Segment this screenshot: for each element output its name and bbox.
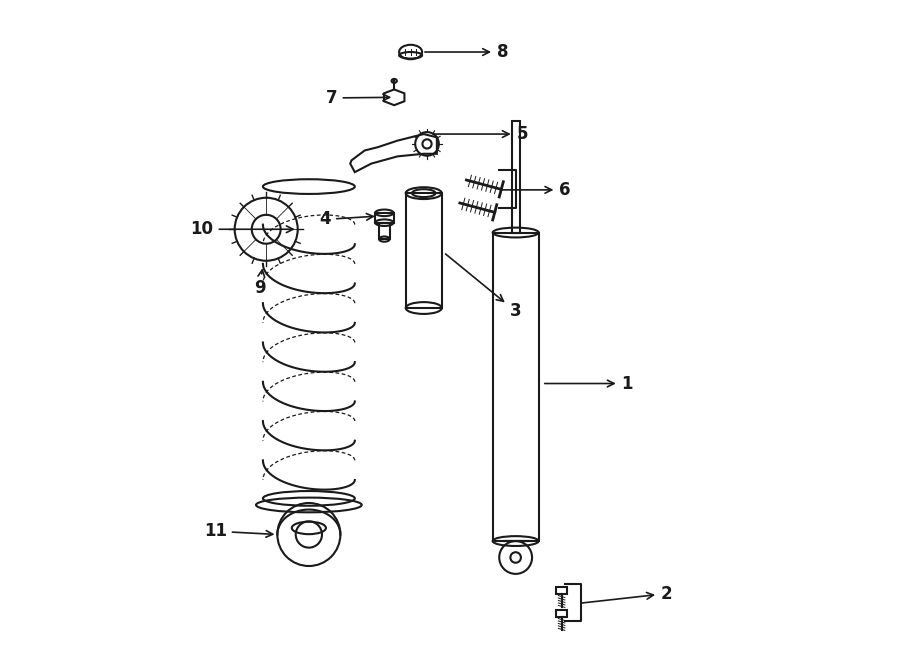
Text: 2: 2 xyxy=(580,585,672,603)
Text: 8: 8 xyxy=(425,43,508,61)
Text: 6: 6 xyxy=(502,181,571,199)
Text: 9: 9 xyxy=(254,270,266,297)
Bar xyxy=(375,213,393,222)
Bar xyxy=(556,587,567,594)
Text: 1: 1 xyxy=(544,375,633,393)
Text: 7: 7 xyxy=(326,89,390,107)
Text: 10: 10 xyxy=(191,220,293,238)
Bar xyxy=(556,610,567,616)
Text: 5: 5 xyxy=(433,125,528,143)
Text: 11: 11 xyxy=(203,522,273,540)
Text: 3: 3 xyxy=(446,254,521,320)
Bar xyxy=(379,222,390,239)
Text: 4: 4 xyxy=(320,211,374,228)
